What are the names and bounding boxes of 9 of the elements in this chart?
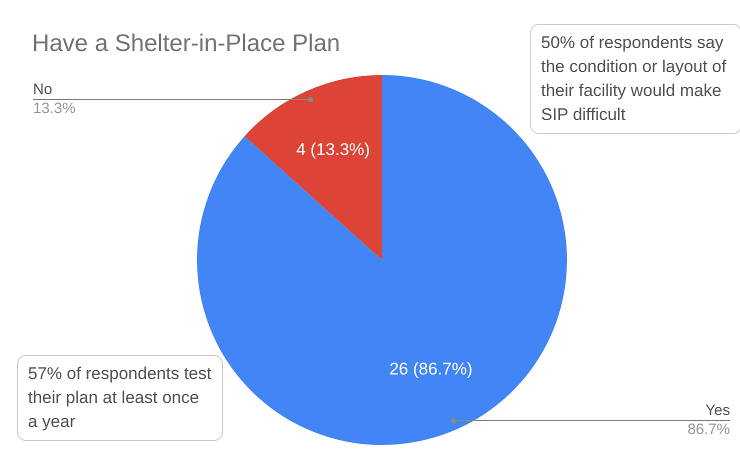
text: 57% of respondents test their plan at least once a year [17, 355, 223, 441]
text: 86.7% [687, 421, 730, 438]
slice-label: Yes [706, 402, 730, 420]
slice-label: No [33, 81, 52, 98]
text: 50% of respondents say the condition or layout of their facility would make SIP difficult [530, 24, 740, 134]
chart-title: Have a Shelter-in-Place Plan [32, 30, 340, 58]
data-label: 4 (13.3%) [296, 140, 370, 159]
text: 13.3% [33, 100, 76, 118]
data-label: 26 (86.7%) [389, 360, 472, 379]
